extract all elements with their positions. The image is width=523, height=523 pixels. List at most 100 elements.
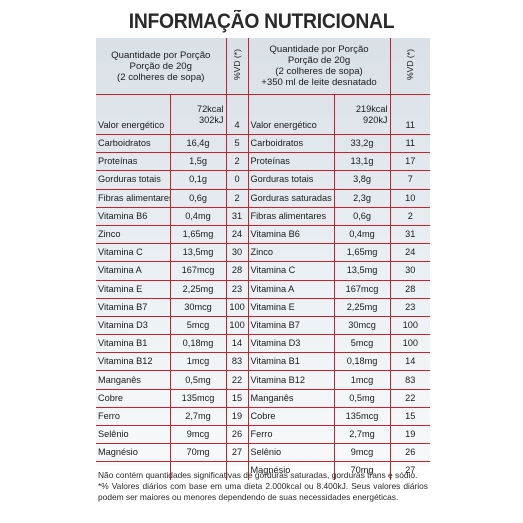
- nutrient-name-left: Vitamina B7: [96, 298, 171, 317]
- nutrient-name-left: Magnésio: [96, 443, 171, 463]
- nutrient-name-left: Vitamina C: [96, 243, 171, 263]
- nutrient-value-left: 0,18mg: [170, 334, 227, 354]
- nutrient-name-right: Manganês: [248, 389, 335, 408]
- nutrient-value-left: 70mg: [170, 443, 227, 463]
- nutrient-name-right: Gorduras saturadas: [248, 189, 335, 208]
- nutrient-name-right: Vitamina D3: [248, 334, 335, 354]
- energy-label-left: Valor energético: [96, 94, 171, 135]
- nutrient-value-left: 0,5mg: [170, 370, 227, 390]
- table-row: Zinco 1,65mg 24 Vitamina B6 0,4mg 31: [96, 225, 431, 245]
- nutrient-name-left: Cobre: [96, 389, 171, 408]
- nutrient-value-right: 13,1g: [334, 152, 391, 172]
- nutrient-name-left: Manganês: [96, 370, 171, 390]
- nutrient-value-right: 30mcg: [334, 316, 391, 336]
- nutrient-vd-right: 28: [390, 280, 431, 299]
- nutrient-rows: Carboidratos 16,4g 5 Carboidratos 33,2g 11 Pro…: [96, 134, 431, 463]
- nutrient-name-left: Vitamina A: [96, 261, 171, 281]
- nutrient-vd-left: 14: [226, 334, 249, 354]
- nutrient-vd-right: 100: [390, 334, 431, 354]
- energy-vd-left: 4: [226, 94, 249, 135]
- nutrient-value-left: 13,5mg: [170, 243, 227, 263]
- table-row: Vitamina B12 1mcg 83 Vitamina B1 0,18mg 14: [96, 352, 431, 372]
- nutrient-name-left: Vitamina E: [96, 280, 171, 299]
- left-vd-header: %VD (*): [226, 38, 249, 95]
- nutrient-value-right: 0,6g: [334, 207, 391, 226]
- nutrient-value-left: 1,65mg: [170, 225, 227, 245]
- nutrient-value-right: 2,3g: [334, 189, 391, 208]
- nutrient-vd-right: 23: [390, 298, 431, 317]
- nutrient-vd-left: 5: [226, 134, 249, 154]
- nutrient-vd-right: 10: [390, 189, 431, 208]
- table-row: Vitamina C 13,5mg 30 Zinco 1,65mg 24: [96, 243, 431, 263]
- nutrient-vd-right: 17: [390, 152, 431, 172]
- energy-vd-right: 11: [390, 94, 431, 135]
- nutrient-value-right: 135mcg: [334, 407, 391, 427]
- nutrient-value-right: 1mcg: [334, 370, 391, 390]
- nutrient-name-right: Vitamina A: [248, 280, 335, 299]
- nutrient-vd-left: 100: [226, 298, 249, 317]
- nutrient-name-right: Proteínas: [248, 152, 335, 172]
- nutrient-vd-left: 26: [226, 425, 249, 445]
- table-row: Gorduras totais 0,1g 0 Gorduras totais 3,8g 7: [96, 170, 431, 190]
- nutrient-name-right: Selênio: [248, 443, 335, 463]
- energy-value-left: 72kcal 302kJ: [170, 94, 227, 135]
- nutrient-name-right: Zinco: [248, 243, 335, 263]
- nutrient-vd-right: 22: [390, 389, 431, 408]
- nutrient-value-left: 0,4mg: [170, 207, 227, 226]
- nutrient-vd-left: 31: [226, 207, 249, 226]
- nutrient-name-left: Selênio: [96, 425, 171, 445]
- nutrient-value-right: 2,25mg: [334, 298, 391, 317]
- nutrient-vd-left: 0: [226, 170, 249, 190]
- nutrient-vd-right: 11: [390, 134, 431, 154]
- energy-kj-left: 302kJ: [198, 114, 224, 125]
- table-row: Vitamina B6 0,4mg 31 Fibras alimentares 0,6g…: [96, 207, 431, 226]
- nutrient-name-left: Vitamina B12: [96, 352, 171, 372]
- nutrient-value-left: 5mcg: [170, 316, 227, 336]
- nutrient-value-left: 1,5g: [170, 152, 227, 172]
- nutrient-name-left: Vitamina B1: [96, 334, 171, 354]
- nutrient-name-left: Vitamina D3: [96, 316, 171, 336]
- nutrient-name-left: Zinco: [96, 225, 171, 245]
- energy-label-right: Valor energético: [248, 94, 335, 135]
- table-row: Fibras alimentares 0,6g 2 Gorduras saturada…: [96, 189, 431, 208]
- nutrient-name-right: Vitamina B12: [248, 370, 335, 390]
- right-vd-header: %VD (*): [390, 38, 431, 95]
- nutrient-vd-left: 15: [226, 389, 249, 408]
- empty-cell: [170, 461, 227, 480]
- nutrient-vd-left: 2: [226, 152, 249, 172]
- footnotes: Não contém quantidades significativas de…: [98, 470, 428, 503]
- nutrient-name-left: Proteínas: [96, 152, 171, 172]
- nutrient-name-left: Carboidratos: [96, 134, 171, 154]
- right-portion-line: +350 ml de leite desnatado: [261, 77, 377, 88]
- nutrient-value-left: 2,25mg: [170, 280, 227, 299]
- left-portion-line: (2 colheres de sopa): [117, 71, 205, 83]
- nutrient-name-left: Vitamina B6: [96, 207, 171, 226]
- footnote-daily-values: *% Valores diários com base em uma dieta…: [98, 481, 428, 502]
- nutrient-name-left: Ferro: [96, 407, 171, 427]
- nutrient-value-right: 70mg: [334, 461, 391, 480]
- table-row-last: Magnésio 70mg 27: [96, 461, 430, 480]
- energy-kcal-left: 72kcal: [196, 103, 224, 114]
- nutrient-vd-right: 24: [390, 243, 431, 263]
- nutrient-name-right: Ferro: [248, 425, 335, 445]
- nutrient-value-right: 1,65mg: [334, 243, 391, 263]
- left-portion-line: Porção de 20g: [129, 60, 192, 72]
- nutrient-vd-left: 2: [226, 189, 249, 208]
- nutrient-name-right: Vitamina B1: [248, 352, 335, 372]
- table-row: Vitamina B1 0,18mg 14 Vitamina D3 5mcg 100: [96, 334, 431, 354]
- nutrient-value-left: 1mcg: [170, 352, 227, 372]
- nutrient-name-right: Cobre: [248, 407, 335, 427]
- right-portion-line: Quantidade por Porção: [269, 44, 369, 55]
- nutrient-vd-left: 24: [226, 225, 249, 245]
- nutrient-vd-left: 28: [226, 261, 249, 281]
- nutrient-value-right: 33,2g: [334, 134, 391, 154]
- nutrient-value-right: 167mcg: [334, 280, 391, 299]
- nutrient-vd-right: 100: [390, 316, 431, 336]
- nutrient-vd-right: 14: [390, 352, 431, 372]
- table-row: Vitamina B7 30mcg 100 Vitamina E 2,25mg 23: [96, 298, 431, 317]
- nutrient-value-right: 3,8g: [334, 170, 391, 190]
- nutrient-name-right: Vitamina B6: [248, 225, 335, 245]
- nutrient-vd-left: 19: [226, 407, 249, 427]
- table-row: Manganês 0,5mg 22 Vitamina B12 1mcg 83: [96, 370, 431, 390]
- nutrient-value-left: 135mcg: [170, 389, 227, 408]
